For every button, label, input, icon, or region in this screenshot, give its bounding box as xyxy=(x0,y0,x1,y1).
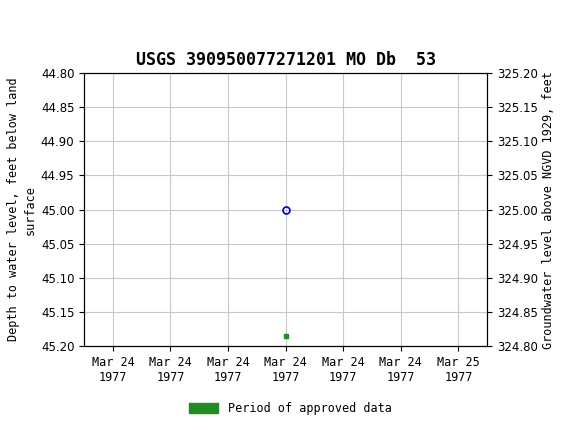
Text: USGS: USGS xyxy=(30,10,99,31)
Y-axis label: Depth to water level, feet below land
surface: Depth to water level, feet below land su… xyxy=(6,78,37,341)
Title: USGS 390950077271201 MO Db  53: USGS 390950077271201 MO Db 53 xyxy=(136,51,436,69)
Y-axis label: Groundwater level above NGVD 1929, feet: Groundwater level above NGVD 1929, feet xyxy=(542,71,555,349)
Legend: Period of approved data: Period of approved data xyxy=(184,397,396,420)
Text: ≡: ≡ xyxy=(7,6,30,34)
